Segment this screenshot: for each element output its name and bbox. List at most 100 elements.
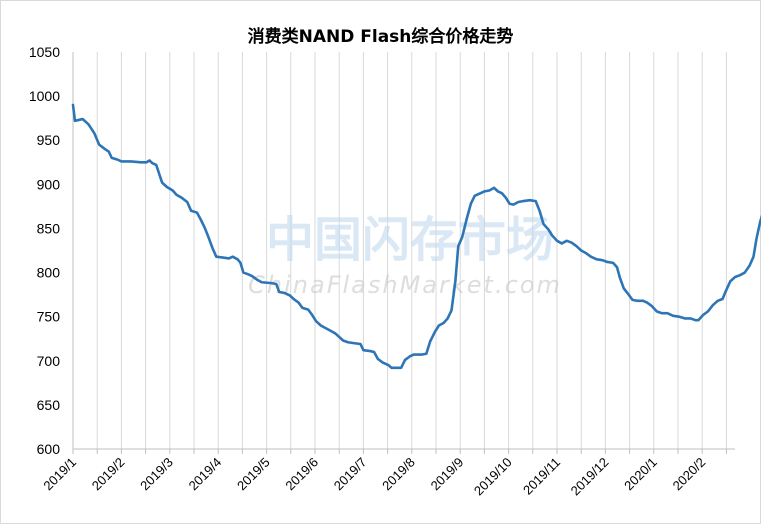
- data-point-135: [712, 304, 714, 306]
- data-point-113: [606, 261, 608, 263]
- data-point-23: [186, 201, 188, 203]
- data-point-38: [251, 275, 253, 277]
- y-tick-label-700: 700: [37, 353, 61, 369]
- data-point-138: [724, 291, 727, 293]
- data-point-52: [320, 324, 322, 327]
- data-point-128: [678, 316, 680, 318]
- data-point-21: [175, 194, 178, 196]
- data-point-73: [425, 353, 427, 355]
- x-tick-labels: 2019/1 2019/2 2019/3 2019/4 2019/5 2019/6 2019…: [40, 455, 708, 499]
- x-tick-label-2019-6: 2019/6: [282, 455, 321, 494]
- series-line-0: [71, 103, 761, 370]
- x-tick-label-2019-3: 2019/3: [137, 455, 176, 494]
- data-point-77: [443, 322, 445, 324]
- data-point-65: [382, 361, 384, 364]
- data-point-25: [196, 211, 198, 214]
- data-point-40: [261, 281, 263, 283]
- data-point-49: [307, 309, 309, 311]
- data-point-85: [474, 195, 476, 197]
- y-tick-label-650: 650: [37, 397, 61, 413]
- data-point-76: [438, 324, 440, 327]
- data-point-81: [457, 245, 459, 247]
- data-point-132: [697, 319, 699, 321]
- data-point-92: [505, 196, 507, 199]
- data-point-124: [656, 310, 658, 312]
- data-point-33: [232, 256, 234, 258]
- data-point-141: [739, 274, 741, 276]
- data-point-51: [315, 320, 317, 322]
- y-tick-label-850: 850: [37, 220, 61, 236]
- x-tick-label-2019-8: 2019/8: [379, 455, 418, 494]
- data-point-103: [556, 240, 558, 242]
- data-point-17: [158, 173, 160, 175]
- data-point-84: [470, 203, 472, 205]
- y-tick-label-750: 750: [37, 309, 61, 325]
- data-point-87: [483, 190, 485, 192]
- data-point-35: [239, 262, 242, 264]
- data-point-101: [547, 228, 549, 230]
- data-point-46: [293, 298, 295, 300]
- x-tick-label-2020-1: 2020/1: [621, 455, 660, 494]
- data-point-75: [434, 331, 436, 333]
- data-point-93: [508, 203, 511, 205]
- data-point-64: [377, 358, 379, 360]
- data-point-111: [596, 258, 598, 260]
- data-point-142: [744, 271, 746, 274]
- data-point-62: [369, 350, 371, 352]
- data-point-118: [628, 294, 630, 296]
- data-point-79: [450, 309, 453, 312]
- data-point-10: [120, 160, 122, 162]
- data-point-108: [580, 249, 582, 252]
- data-point-119: [631, 299, 634, 301]
- x-tick-label-2019-12: 2019/12: [568, 455, 612, 499]
- data-point-53: [325, 327, 327, 329]
- data-point-125: [660, 312, 663, 314]
- data-point-19: [166, 186, 168, 188]
- data-point-56: [338, 336, 340, 338]
- data-point-130: [689, 317, 692, 320]
- x-tick-label-2019-4: 2019/4: [186, 455, 225, 494]
- data-point-43: [278, 291, 280, 293]
- x-tick-label-2019-7: 2019/7: [331, 455, 370, 494]
- x-tick-label-2020-2: 2020/2: [670, 455, 709, 494]
- y-tick-labels: 600 650 700 750 800 850 900 950 1000 1050: [29, 44, 60, 457]
- data-point-86: [477, 193, 480, 195]
- data-point-70: [409, 355, 411, 357]
- data-point-44: [283, 292, 285, 294]
- data-point-104: [561, 242, 563, 245]
- watermark-en: ChinaFlashMarket.com: [248, 271, 562, 299]
- data-point-69: [404, 359, 406, 361]
- data-point-78: [447, 317, 449, 320]
- chart-title: 消费类NAND Flash综合价格走势: [247, 27, 514, 47]
- data-point-0: [72, 104, 74, 106]
- data-point-59: [353, 342, 355, 344]
- data-point-48: [301, 307, 304, 309]
- data-point-42: [275, 283, 277, 285]
- y-tick-label-900: 900: [37, 176, 61, 192]
- watermark-cn: 中国闪存市场: [266, 212, 554, 268]
- y-tick-label-1000: 1000: [29, 88, 60, 104]
- x-tick-label-2019-9: 2019/9: [428, 455, 467, 494]
- data-point-31: [222, 256, 224, 259]
- x-tick-label-2019-5: 2019/5: [234, 455, 273, 494]
- data-point-116: [619, 277, 621, 279]
- data-point-91: [501, 192, 503, 194]
- data-point-1: [74, 120, 76, 122]
- data-point-61: [362, 349, 364, 351]
- data-point-68: [400, 367, 402, 369]
- data-point-30: [215, 256, 217, 258]
- data-point-88: [488, 189, 490, 192]
- data-point-34: [236, 258, 239, 260]
- data-point-110: [590, 256, 592, 258]
- data-point-72: [420, 354, 423, 356]
- data-point-129: [684, 317, 686, 320]
- data-point-105: [566, 240, 568, 242]
- data-point-14: [148, 159, 151, 162]
- y-tick-label-800: 800: [37, 265, 61, 281]
- data-point-7: [108, 151, 110, 153]
- y-tick-label-1050: 1050: [29, 44, 60, 60]
- data-point-12: [140, 161, 142, 163]
- data-point-114: [612, 262, 614, 264]
- data-point-32: [228, 257, 230, 260]
